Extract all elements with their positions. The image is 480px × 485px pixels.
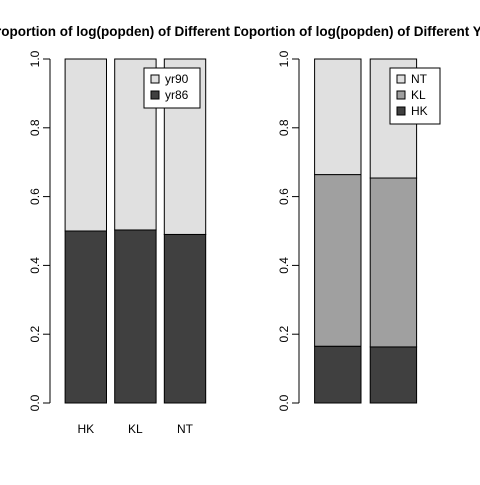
legend-swatch-nt (396, 74, 406, 84)
y-tick-label-0.0: 0.0 (277, 394, 291, 411)
bar-segment-yr90-hk (64, 58, 107, 232)
chart-title: Proportion of log(popden) of Different Y… (226, 24, 480, 39)
bar-segment-nt-yr86 (314, 58, 362, 176)
y-tick-label-0.2: 0.2 (28, 326, 42, 343)
y-tick-label-0.0: 0.0 (28, 394, 42, 411)
x-tick-label-hk: HK (77, 422, 94, 436)
legend-swatch-yr90 (150, 74, 160, 84)
bar-segment-kl-yr90 (369, 177, 418, 348)
legend-swatch-hk (396, 106, 406, 116)
legend-label-nt: NT (411, 72, 428, 86)
legend-swatch-kl (396, 90, 406, 100)
chart-panel-1: Proportion of log(popden) of Different D… (0, 24, 288, 436)
legend-swatch-yr86 (150, 90, 160, 100)
legend-label-kl: KL (411, 88, 426, 102)
legend: NT KL HK (389, 67, 441, 125)
chart-title: Proportion of log(popden) of Different D… (0, 24, 288, 39)
chart-panel-2: Proportion of log(popden) of Different Y… (226, 24, 480, 411)
legend-label-yr86: yr86 (165, 88, 189, 102)
y-tick-label-0.8: 0.8 (277, 119, 291, 136)
y-tick-label-1.0: 1.0 (277, 50, 291, 67)
bar-segment-hk-yr90 (369, 346, 418, 404)
x-tick-label-nt: NT (177, 422, 194, 436)
legend-label-yr90: yr90 (165, 72, 189, 86)
y-tick-label-0.6: 0.6 (28, 188, 42, 205)
bar-segment-yr86-kl (114, 229, 157, 404)
y-tick-label-0.4: 0.4 (277, 257, 291, 274)
bar-segment-yr86-hk (64, 230, 107, 404)
legend: yr90 yr86 (143, 67, 201, 109)
bar-segment-yr86-nt (163, 233, 207, 404)
y-tick-label-0.8: 0.8 (28, 119, 42, 136)
y-tick-label-0.6: 0.6 (277, 188, 291, 205)
y-tick-label-1.0: 1.0 (28, 50, 42, 67)
legend-label-hk: HK (411, 104, 428, 118)
x-tick-label-kl: KL (128, 422, 143, 436)
y-tick-label-0.4: 0.4 (28, 257, 42, 274)
bar-segment-kl-yr86 (314, 174, 362, 347)
y-tick-label-0.2: 0.2 (277, 326, 291, 343)
bar-segment-hk-yr86 (314, 345, 362, 404)
